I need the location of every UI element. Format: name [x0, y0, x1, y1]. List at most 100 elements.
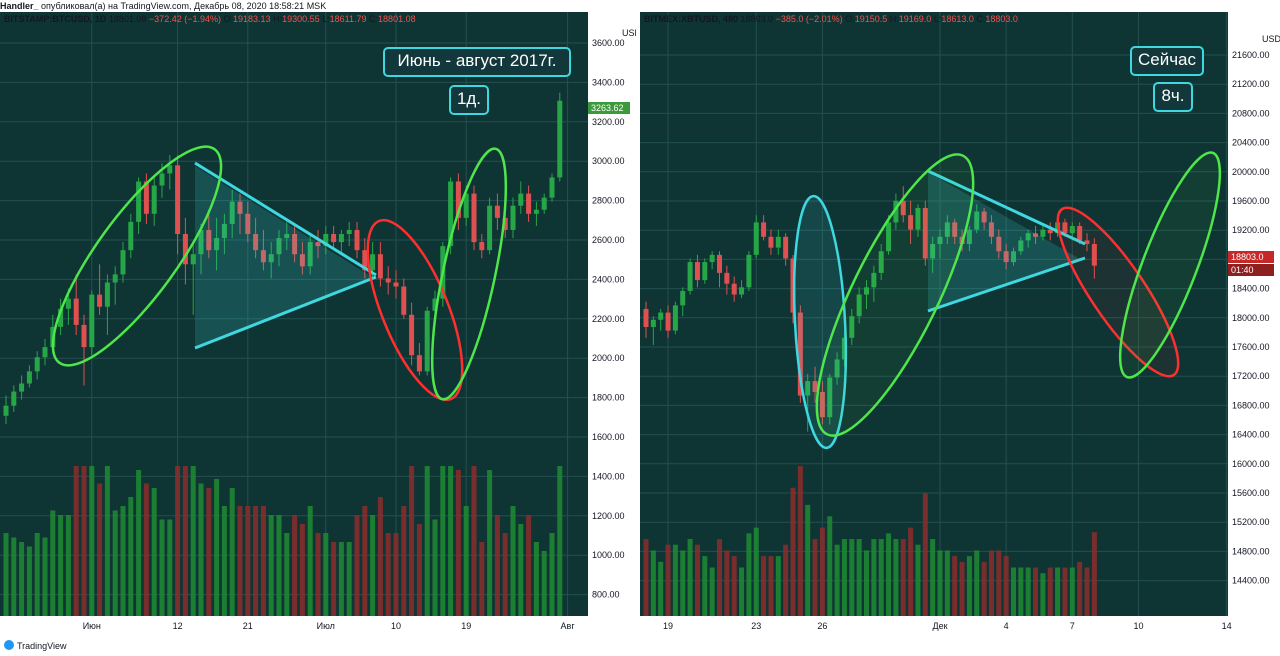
volume-bar: [996, 550, 1002, 616]
tradingview-logo[interactable]: TradingView: [4, 640, 67, 652]
o-left: 19183.13: [233, 14, 271, 24]
price-tick-label: 800.00: [592, 590, 620, 600]
price-tick-label: 2600.00: [592, 235, 625, 245]
volume-bar: [19, 542, 25, 616]
legend-right: BITMEX:XBTUSD, 480 18803.0 −385.0 (−2.01…: [644, 14, 1018, 25]
candle-body: [841, 337, 847, 360]
volume-bar: [112, 510, 118, 616]
volume-bar: [959, 561, 965, 616]
volume-bar: [768, 556, 774, 616]
price-axis-right: [1228, 12, 1280, 636]
volume-bar: [650, 550, 656, 616]
candle-body: [834, 359, 840, 378]
volume-bar: [724, 550, 730, 616]
candle-body: [937, 236, 943, 245]
price-tick-label: 3600.00: [592, 38, 625, 48]
price-tick-label: 16400.00: [1232, 430, 1270, 440]
candle-body: [944, 222, 950, 237]
time-tick-label: 14: [1222, 621, 1232, 631]
candle-body: [650, 319, 656, 327]
time-tick-label: Авг: [561, 621, 576, 631]
chart-panel-right[interactable]: BITMEX:XBTUSD, 480 18803.0 −385.0 (−2.01…: [640, 12, 1280, 636]
last-price-tag-left: 3263.62: [588, 102, 630, 114]
volume-bar: [974, 550, 980, 616]
annotation-now[interactable]: Сейчас: [1130, 46, 1204, 76]
annotation-period[interactable]: Июнь - август 2017г.: [383, 47, 571, 77]
price-tick-label: 3200.00: [592, 117, 625, 127]
annotation-timeframe-right[interactable]: 8ч.: [1153, 82, 1193, 112]
volume-bar: [687, 539, 693, 616]
last-left: 18801.08: [108, 14, 147, 24]
chart-right-svg[interactable]: 21600.00 21200.00 20800.00 20400.00 20000.00…: [640, 12, 1280, 636]
volume-bar: [1084, 567, 1090, 616]
volume-bar: [812, 539, 818, 616]
h-right: 19169.0: [898, 14, 932, 24]
triangle-fill-right: [928, 172, 1080, 310]
annotation-timeframe-left[interactable]: 1д.: [449, 85, 489, 115]
candle-body: [775, 236, 781, 248]
volume-bar: [966, 556, 972, 616]
candle-body: [323, 234, 329, 247]
volume-bar: [292, 515, 298, 616]
volume-bar: [746, 533, 752, 616]
candle-body: [687, 262, 693, 291]
chart-left-svg[interactable]: 3600.00 3400.00 3200.00 3000.00 2800.00 2600.…: [0, 12, 636, 636]
candle-body: [812, 381, 818, 392]
c-label-right: C:: [976, 14, 986, 24]
volume-bar: [871, 539, 877, 616]
volume-bar: [65, 515, 71, 616]
l-label-right: L:: [933, 14, 942, 24]
candle-body: [299, 254, 305, 267]
price-tick-label: 1400.00: [592, 471, 625, 481]
candle-body: [182, 234, 188, 265]
price-tick-label: 2800.00: [592, 196, 625, 206]
candle-body: [424, 310, 430, 372]
candle-body: [401, 286, 407, 315]
candle-body: [292, 234, 298, 255]
o-right: 19150.5: [854, 14, 888, 24]
tradingview-logo-icon: [4, 640, 14, 650]
candle-body: [908, 215, 914, 230]
price-axis-left: [588, 12, 636, 636]
candle-body: [502, 217, 508, 230]
candle-body: [1069, 225, 1075, 234]
candle-body: [167, 165, 173, 174]
ellipse-green-left-2: [430, 147, 508, 401]
time-tick-label: 7: [1070, 621, 1075, 631]
candle-body: [731, 283, 737, 295]
candle-body: [893, 200, 899, 223]
volume-bar: [175, 466, 181, 616]
time-tick-label: 12: [173, 621, 183, 631]
price-tick-label: 16800.00: [1232, 400, 1270, 410]
ellipse-cyan-right: [792, 194, 848, 450]
candle-body: [922, 207, 928, 259]
price-tick-label: 15600.00: [1232, 488, 1270, 498]
volume-bar: [276, 515, 282, 616]
candle-body: [11, 391, 17, 406]
candle-body: [471, 193, 477, 243]
volume-bar: [120, 506, 126, 616]
volume-bar: [1025, 567, 1031, 616]
volume-bar: [731, 556, 737, 616]
candle-body: [974, 211, 980, 230]
volume-bar: [1047, 567, 1053, 616]
symbol-left[interactable]: BITSTAMP:BTCUSD, 1D: [4, 14, 107, 24]
candle-body: [198, 229, 204, 255]
candle-body: [260, 250, 266, 263]
candle-body: [276, 238, 282, 255]
candle-body: [952, 222, 958, 237]
time-tick-label: 21: [243, 621, 253, 631]
candle-body: [1077, 225, 1083, 241]
candle-body: [42, 347, 48, 358]
chart-panel-left[interactable]: BITSTAMP:BTCUSD, 1D 18801.08 −372.42 (−1…: [0, 12, 636, 636]
candle-body: [549, 177, 555, 198]
symbol-right[interactable]: BITMEX:XBTUSD, 480: [644, 14, 739, 24]
price-tick-label: 19600.00: [1232, 196, 1270, 206]
volume-bar: [922, 493, 928, 616]
candle-body: [761, 222, 767, 237]
candle-body: [864, 287, 869, 295]
volume-bar: [50, 510, 56, 616]
volume-bar: [151, 488, 157, 616]
time-tick-label: 19: [461, 621, 471, 631]
time-tick-label: 10: [391, 621, 401, 631]
